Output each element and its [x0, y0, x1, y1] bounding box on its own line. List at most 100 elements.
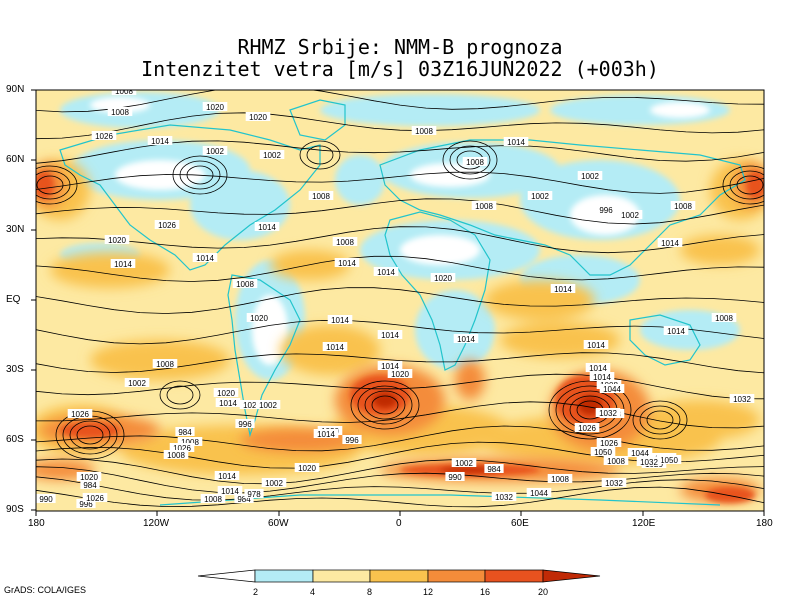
- lat-label-30s: 30S: [6, 364, 24, 375]
- isobar-label: 1008: [156, 360, 174, 369]
- isobar-label-bg: [67, 409, 93, 418]
- isobar-label-bg: [599, 384, 625, 393]
- isobar-label: 1050: [594, 448, 612, 457]
- isobar-label: 1014: [221, 487, 239, 496]
- isobar-label-bg: [308, 191, 334, 200]
- isobar-label: 1026: [600, 439, 618, 448]
- isobar-label: 1014: [667, 327, 685, 336]
- isobar-line: [36, 171, 764, 194]
- isobar-label: 1044: [530, 489, 548, 498]
- isobar-label: 1014: [381, 362, 399, 371]
- isobar-label-bg: [80, 480, 100, 489]
- isobar-label: 1014: [114, 260, 132, 269]
- isobar-ring: [371, 395, 399, 415]
- isobar-label: 1008: [236, 280, 254, 289]
- colorbar-label-20: 20: [538, 587, 549, 597]
- isobar-label-bg: [214, 471, 240, 480]
- isobar-label-bg: [215, 398, 241, 407]
- isobar-label-bg: [82, 493, 108, 502]
- isobar-label: 1008: [715, 314, 733, 323]
- isobar-label-bg: [76, 472, 102, 481]
- isobar-label-bg: [547, 474, 573, 483]
- isobar-ring: [449, 145, 491, 175]
- isobar-label-bg: [334, 258, 360, 267]
- isobar-label-bg: [327, 315, 353, 324]
- isobar-label: 1008: [475, 202, 493, 211]
- isobar-label-bg: [313, 429, 339, 438]
- lon-label-120w: 120W: [143, 518, 170, 529]
- colorbar: [197, 569, 601, 583]
- isobar-label-bg: [411, 126, 437, 135]
- isobar-label-bg: [617, 210, 643, 219]
- isobar-label: 1032: [640, 458, 658, 467]
- isobar-label: 1008: [181, 438, 199, 447]
- isobar-label: 996: [79, 500, 93, 509]
- isobar-label: 1014: [196, 254, 214, 263]
- isobar-label-bg: [234, 494, 254, 503]
- isobar-label: 1032: [733, 395, 751, 404]
- isobar-label-bg: [232, 279, 258, 288]
- isobar-label-bg: [503, 137, 529, 146]
- isobar-label: 1020: [434, 274, 452, 283]
- isobar-label: 1020: [80, 473, 98, 482]
- isobar-label-bg: [471, 201, 497, 210]
- isobar-label: 1002: [581, 172, 599, 181]
- isobar-label-bg: [213, 388, 239, 397]
- colorbar-label-2: 2: [253, 587, 259, 597]
- isobar-ring: [172, 155, 228, 195]
- isobar-label-bg: [656, 455, 682, 464]
- isobar-label-bg: [124, 378, 150, 387]
- isobar-ring: [299, 140, 341, 170]
- isobar-label: 1020: [206, 103, 224, 112]
- isobar-label: 1032: [495, 493, 513, 502]
- isobar-label: 1014: [218, 472, 236, 481]
- isobar-label: 1008: [204, 495, 222, 504]
- isobar-line: [36, 319, 764, 345]
- isobar-label: 1002: [531, 192, 549, 201]
- isobar-ring: [159, 380, 201, 410]
- isobar-label: 1026: [71, 410, 89, 419]
- isobar-label-bg: [663, 326, 689, 335]
- isobar-label: 1002: [455, 459, 473, 468]
- isobar-label-bg: [239, 400, 265, 409]
- isobar-label: 1008: [111, 108, 129, 117]
- isobar-label-bg: [217, 486, 243, 495]
- isobar-label-bg: [169, 443, 195, 452]
- isobar-label: 1014: [587, 341, 605, 350]
- isobar-label-bg: [259, 150, 285, 159]
- colorbar-label-4: 4: [310, 587, 316, 597]
- colorbar-segment-below: [197, 569, 256, 583]
- isobar-label: 984: [178, 428, 192, 437]
- colorbar-segment: [254, 569, 314, 583]
- isobar-label-bg: [711, 313, 737, 322]
- isobar-label-bg: [373, 267, 399, 276]
- isobar-label-bg: [596, 438, 622, 447]
- colorbar-segment: [369, 569, 429, 583]
- isobar-line: [36, 458, 764, 485]
- isobar-label: 1026: [86, 494, 104, 503]
- colorbar-segment: [312, 569, 371, 583]
- isobar-label: 1002: [263, 151, 281, 160]
- isobar-line: [36, 90, 764, 113]
- isobar-label-bg: [377, 361, 403, 370]
- isobar-label: 1014: [326, 343, 344, 352]
- isobar-label-bg: [589, 372, 615, 381]
- isobar-label: 1014: [331, 316, 349, 325]
- isobar-line: [36, 373, 764, 400]
- isobar-line: [36, 466, 764, 494]
- isobar-label-bg: [453, 334, 479, 343]
- colorbar-label-8: 8: [367, 587, 373, 597]
- isobar-line: [36, 486, 764, 508]
- lat-label-90s: 90S: [6, 504, 24, 515]
- lon-label-180e: 180: [756, 518, 773, 529]
- isobar-label: 1002: [621, 211, 639, 220]
- isobar-label-bg: [91, 131, 117, 140]
- isobar-label-bg: [342, 435, 362, 444]
- isobar-label: 1008: [167, 451, 185, 460]
- isobar-label: 984: [83, 481, 97, 490]
- isobar-label-bg: [111, 90, 137, 95]
- isobar-label-bg: [627, 448, 653, 457]
- map-title: RHMZ Srbije: NMM-B prognoza: [237, 35, 563, 59]
- isobar-label: 1014: [381, 331, 399, 340]
- isobar-label-bg: [104, 235, 130, 244]
